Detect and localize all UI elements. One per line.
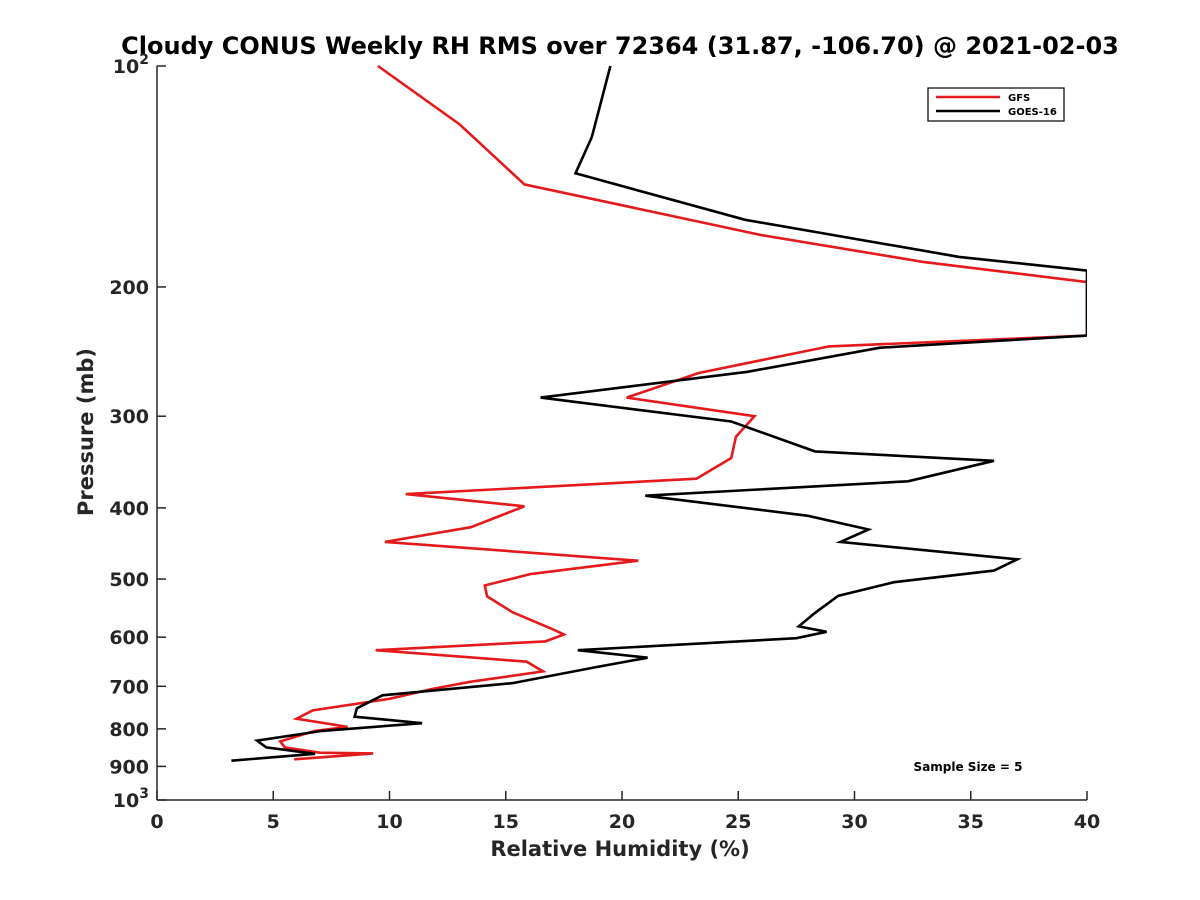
y-tick-label-base: 400 bbox=[109, 498, 149, 520]
y-tick-label-base: 10 bbox=[113, 56, 139, 78]
y-tick-label: 600 bbox=[109, 627, 149, 649]
legend-label: GOES-16 bbox=[1008, 107, 1057, 118]
series-layer bbox=[231, 64, 1087, 762]
x-tick-label: 0 bbox=[150, 811, 163, 833]
legend: GFS GOES-16 bbox=[927, 87, 1065, 122]
y-tick-label-exponent: 3 bbox=[139, 786, 149, 802]
x-tick-label: 10 bbox=[376, 811, 402, 833]
y-axis-label: Pressure (mb) bbox=[74, 348, 98, 516]
x-tick-label: 20 bbox=[609, 811, 635, 833]
y-tick-label-base: 300 bbox=[109, 406, 149, 428]
x-tick-label: 15 bbox=[493, 811, 519, 833]
legend-box bbox=[927, 87, 1065, 122]
y-tick-label-base: 500 bbox=[109, 569, 149, 591]
sample-size-note: Sample Size = 5 bbox=[914, 760, 1023, 774]
series-line-gfs bbox=[278, 64, 1087, 761]
y-tick-label-base: 900 bbox=[109, 756, 149, 778]
series-line-goes-16 bbox=[231, 65, 1087, 762]
y-tick-label-base: 600 bbox=[109, 627, 149, 649]
x-tick-label: 35 bbox=[958, 811, 984, 833]
y-tick-label: 200 bbox=[109, 277, 149, 299]
y-tick-label: 102 bbox=[113, 52, 149, 78]
y-tick-label: 103 bbox=[113, 786, 149, 812]
y-tick-label-base: 800 bbox=[109, 719, 149, 741]
y-tick-label: 500 bbox=[109, 569, 149, 591]
y-tick-label-base: 700 bbox=[109, 676, 149, 698]
y-tick-label: 300 bbox=[109, 406, 149, 428]
y-tick-label-base: 10 bbox=[113, 790, 139, 812]
y-tick-label: 900 bbox=[109, 756, 149, 778]
x-tick-label: 5 bbox=[267, 811, 280, 833]
x-tick-label: 40 bbox=[1074, 811, 1100, 833]
x-tick-label: 25 bbox=[725, 811, 751, 833]
y-tick-label: 700 bbox=[109, 676, 149, 698]
y-tick-label-base: 200 bbox=[109, 277, 149, 299]
x-axis: 0 5 10 15 20 25 30 35 40 bbox=[150, 791, 1100, 833]
y-tick-label: 800 bbox=[109, 719, 149, 741]
chart-title: Cloudy CONUS Weekly RH RMS over 72364 (3… bbox=[121, 32, 1119, 60]
x-axis-label: Relative Humidity (%) bbox=[490, 837, 749, 861]
plot-frame bbox=[156, 66, 1087, 801]
y-tick-label: 400 bbox=[109, 498, 149, 520]
legend-label: GFS bbox=[1008, 93, 1030, 104]
y-tick-label-exponent: 2 bbox=[139, 52, 149, 68]
x-tick-label: 30 bbox=[841, 811, 867, 833]
